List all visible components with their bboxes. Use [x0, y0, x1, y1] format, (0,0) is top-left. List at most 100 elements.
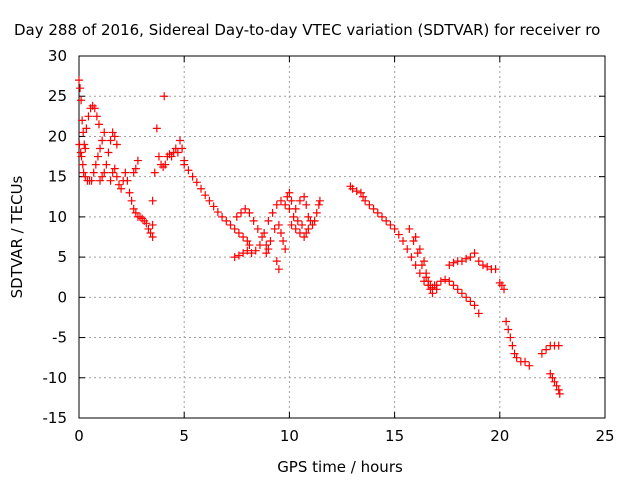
data-point: [304, 224, 313, 233]
data-point: [110, 164, 119, 173]
data-point: [314, 200, 323, 209]
data-point: [291, 224, 300, 233]
data-point: [239, 233, 248, 241]
data-point: [554, 341, 563, 350]
data-point: [279, 237, 288, 246]
y-tick-label: 15: [48, 168, 67, 186]
y-tick-label: 30: [48, 47, 67, 65]
data-point: [462, 293, 471, 302]
y-tick-label: -15: [43, 409, 68, 427]
data-point: [300, 233, 309, 241]
data-point: [192, 178, 201, 187]
data-point: [106, 176, 115, 185]
data-point: [79, 168, 88, 177]
data-point: [106, 136, 115, 145]
data-point: [161, 160, 170, 169]
data-point: [525, 361, 534, 370]
data-point: [150, 168, 159, 177]
data-point: [500, 285, 509, 294]
data-series: [75, 76, 189, 241]
data-point: [218, 212, 227, 221]
x-tick-label: 0: [74, 427, 84, 445]
data-point: [441, 275, 450, 284]
data-point: [260, 228, 269, 237]
data-point: [274, 220, 283, 229]
data-point: [274, 265, 283, 274]
data-point: [369, 204, 378, 213]
data-point: [90, 104, 99, 113]
data-point: [117, 184, 126, 193]
data-point: [173, 148, 182, 157]
data-point: [504, 325, 513, 334]
data-point: [167, 152, 176, 161]
data-point: [152, 124, 161, 133]
data-point: [110, 132, 119, 141]
data-point: [413, 249, 422, 258]
data-point: [148, 233, 157, 241]
data-point: [436, 277, 445, 286]
x-tick-label: 15: [385, 427, 404, 445]
data-point: [377, 212, 386, 221]
data-point: [445, 277, 454, 286]
data-point: [77, 96, 86, 105]
data-point: [123, 176, 132, 185]
data-point: [108, 168, 117, 177]
data-point: [474, 257, 483, 266]
data-point: [75, 140, 84, 149]
data-point: [81, 172, 90, 181]
data-point: [287, 196, 296, 205]
x-tick-label: 20: [490, 427, 509, 445]
data-point: [449, 258, 458, 267]
data-series: [346, 182, 564, 398]
data-point: [386, 220, 395, 229]
data-point: [104, 148, 113, 157]
data-point: [506, 333, 515, 342]
data-point: [230, 253, 239, 262]
data-point: [365, 200, 374, 209]
data-point: [426, 285, 435, 294]
data-point: [478, 261, 487, 270]
data-point: [291, 204, 300, 213]
data-point: [226, 220, 235, 229]
data-point: [243, 237, 252, 246]
data-point: [394, 230, 403, 239]
data-point: [249, 216, 258, 225]
data-point: [230, 224, 239, 233]
data-point: [131, 164, 140, 173]
data-point: [510, 349, 519, 358]
data-point: [255, 241, 264, 250]
data-point: [550, 377, 559, 386]
data-point: [548, 373, 557, 382]
data-point: [302, 228, 311, 237]
data-point: [497, 281, 506, 290]
data-points: [75, 76, 564, 398]
y-tick-label: 25: [48, 87, 67, 105]
data-point: [129, 168, 138, 177]
data-point: [289, 212, 298, 221]
data-point: [420, 257, 429, 266]
grid-lines: [79, 56, 605, 418]
y-tick-label: -10: [43, 369, 68, 387]
data-point: [160, 92, 169, 101]
data-point: [258, 233, 267, 241]
data-point: [79, 128, 88, 137]
data-point: [197, 184, 206, 193]
data-point: [144, 224, 153, 233]
data-point: [521, 357, 530, 366]
data-point: [502, 317, 511, 326]
data-point: [390, 224, 399, 233]
data-point: [405, 224, 414, 233]
data-point: [125, 188, 134, 197]
x-tick-label: 5: [179, 427, 189, 445]
data-point: [466, 297, 475, 306]
data-point: [491, 265, 500, 274]
data-point: [304, 212, 313, 221]
data-point: [474, 309, 483, 318]
data-point: [201, 191, 210, 200]
data-point: [98, 136, 107, 145]
data-point: [287, 220, 296, 229]
data-point: [361, 196, 370, 205]
data-point: [310, 216, 319, 225]
data-point: [409, 237, 418, 246]
